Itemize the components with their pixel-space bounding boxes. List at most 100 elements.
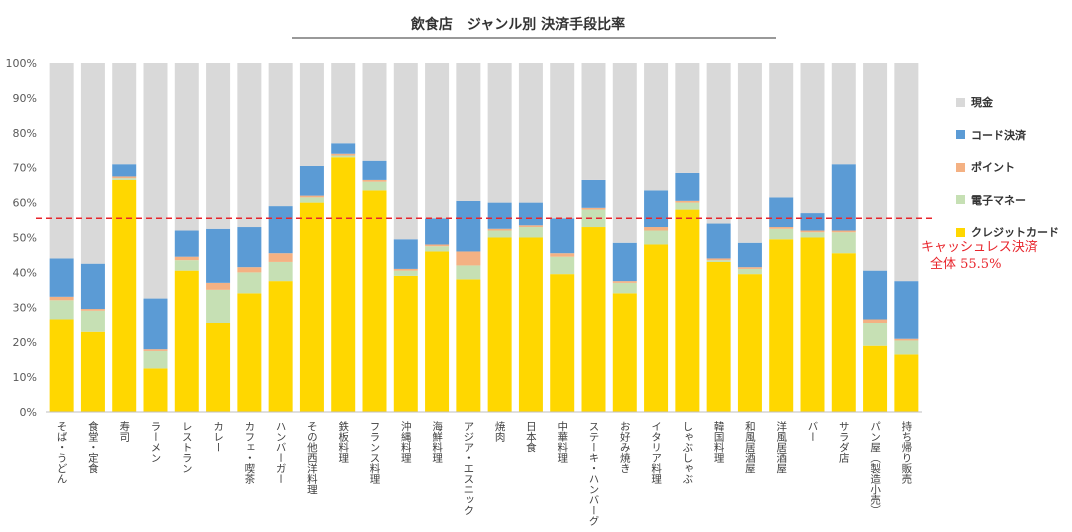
bar-segment [518, 202, 543, 226]
bar-segment [206, 282, 231, 290]
bar-segment [299, 195, 324, 198]
legend-swatch [956, 162, 965, 172]
bar-segment [644, 244, 669, 412]
legend: 現金 コード決済 ポイント 電子マネー クレジットカード [956, 86, 1072, 249]
bar-segment [237, 227, 262, 268]
bar-segment [644, 230, 669, 245]
bar-segment [550, 274, 575, 412]
bar-segment [706, 261, 731, 412]
bar-segment [143, 368, 168, 413]
bar-segment [206, 323, 231, 412]
cashless-annotation: キャッシュレス決済 全体 55.5% [921, 239, 1038, 273]
bar-segment [612, 63, 637, 243]
x-tick-label: 沖縄料理 [400, 420, 412, 463]
bar-segment [425, 251, 450, 412]
bar-segment [863, 323, 888, 346]
bar-segment [362, 63, 387, 161]
bar-segment [299, 197, 324, 203]
bar-segment [487, 63, 512, 203]
legend-item-cash: 現金 [956, 86, 1072, 119]
bar-segment [425, 63, 450, 219]
bar-segment [581, 63, 606, 180]
chart-title: 飲食店 ジャンル別 決済手段比率 [410, 16, 625, 33]
bar-segment [644, 63, 669, 191]
bar-segment [268, 206, 293, 254]
bar-segment [112, 176, 137, 179]
x-tick-label: 持ち帰り販売 [900, 420, 912, 484]
x-tick-label: カフェ・喫茶 [243, 421, 255, 484]
bar-segment [174, 270, 199, 412]
bar-segment [644, 190, 669, 228]
y-tick-label: 0% [20, 406, 37, 419]
bar-segment [800, 230, 825, 233]
x-tick-label: 鉄板料理 [337, 420, 349, 463]
bar-segment [612, 242, 637, 282]
bar-segment [769, 228, 794, 240]
bar-segment [143, 63, 168, 299]
bar-segment [831, 164, 856, 231]
x-tick-label: 和風居酒屋 [744, 421, 756, 474]
x-tick-label: フランス料理 [369, 421, 381, 484]
x-tick-label: 日本食 [525, 421, 537, 453]
x-tick-label: ステーキ・ハンバーグ [588, 421, 600, 526]
bar-segment [299, 202, 324, 412]
bar-segment [644, 227, 669, 231]
legend-label: 電子マネー [971, 193, 1026, 207]
bar-segment [737, 267, 762, 269]
bar-segment [49, 63, 74, 259]
bar-segment [769, 197, 794, 228]
bar-segment [143, 349, 168, 351]
x-tick-label: サラダ店 [838, 421, 850, 464]
y-tick-label: 80% [13, 127, 37, 140]
bar-segment [675, 63, 700, 173]
bar-segment [174, 63, 199, 231]
x-tick-label: 韓国料理 [713, 421, 725, 463]
bar-segment [737, 63, 762, 243]
bar-segment [456, 279, 481, 412]
x-tick-label: アジア・エスニック [462, 421, 474, 516]
bar-segment [769, 63, 794, 198]
bar-segment [675, 172, 700, 201]
bar-segment [831, 230, 856, 233]
bar-segment [894, 354, 919, 412]
bar-segment [831, 63, 856, 165]
bar-segment [487, 237, 512, 412]
bar-segment [49, 258, 74, 297]
bar-segment [393, 275, 418, 412]
bar-segment [49, 296, 74, 301]
bar-segment [800, 237, 825, 412]
bar-segment [80, 309, 105, 311]
legend-item-code-payment: コード決済 [956, 119, 1072, 152]
bar-segment [706, 258, 731, 261]
bar-segment [237, 63, 262, 228]
x-tick-label: ハンバーガー [275, 421, 287, 484]
bar-segment [800, 63, 825, 214]
bar-segment [268, 63, 293, 207]
y-tick-label: 90% [13, 92, 37, 105]
bar-segment [737, 274, 762, 412]
y-tick-label: 50% [13, 232, 37, 245]
legend-label: クレジットカード [971, 226, 1059, 240]
x-tick-label: パン屋（製造小売） [869, 421, 881, 516]
bar-segment [456, 63, 481, 201]
bar-segment [456, 265, 481, 280]
y-tick-label: 40% [13, 266, 37, 279]
bar-segment [80, 263, 105, 310]
bar-segment [737, 242, 762, 268]
bar-segment [706, 63, 731, 224]
legend-label: コード決済 [971, 128, 1026, 142]
bar-segment [331, 157, 356, 412]
bar-segment [706, 223, 731, 259]
y-tick-label: 30% [13, 301, 37, 314]
bar-segment [456, 251, 481, 266]
bar-segment [425, 244, 450, 247]
bar-segment [112, 179, 137, 412]
bar-segment [49, 300, 74, 320]
bar-segment [894, 63, 919, 282]
x-axis-labels: そば・うどん 食堂・定食 寿司 ラーメン レストラン カレー カフェ・喫茶 ハンバーガー その他… [56, 420, 913, 526]
x-tick-label: 海鮮料理 [431, 420, 443, 463]
x-tick-label: 寿司 [118, 420, 130, 442]
x-tick-label: バー [807, 421, 819, 442]
bar-segment [80, 331, 105, 412]
